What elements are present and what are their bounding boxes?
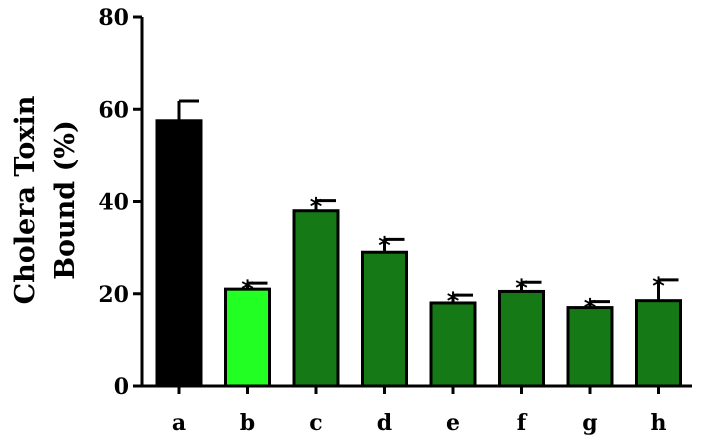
- y-tick-label-80: 80: [98, 5, 129, 31]
- significance-marker-h: *: [652, 272, 665, 300]
- significance-marker-e: *: [447, 287, 460, 315]
- bar-c: [292, 209, 340, 388]
- x-tick-label-a: a: [172, 410, 186, 436]
- bar-h: [635, 299, 682, 388]
- x-tick-label-h: h: [651, 410, 667, 436]
- y-axis-title-line-2: Bound (%): [50, 120, 81, 280]
- y-tick-label-20: 20: [98, 282, 129, 308]
- y-tick-label-0: 0: [114, 374, 129, 400]
- significance-marker-g: *: [584, 294, 597, 322]
- y-tick-label-60: 60: [98, 97, 129, 123]
- bar-d: [361, 250, 408, 388]
- x-tick-label-f: f: [517, 410, 528, 436]
- y-axis-title: Cholera Toxin Bound (%): [10, 95, 81, 304]
- significance-marker-f: *: [515, 274, 528, 302]
- x-tick-label-b: b: [240, 410, 255, 436]
- x-tick-label-g: g: [582, 410, 597, 436]
- y-tick-label-40: 40: [98, 190, 129, 216]
- bar-f: [498, 289, 545, 388]
- bar-b: [224, 287, 271, 388]
- bar-a: [155, 119, 203, 388]
- x-tick-label-c: c: [309, 410, 322, 436]
- x-tick-label-d: d: [377, 410, 392, 436]
- bars-layer: * * * * * * *: [155, 99, 682, 388]
- bar-e: [429, 301, 477, 388]
- significance-marker-d: *: [378, 231, 391, 259]
- significance-marker-b: *: [241, 275, 254, 303]
- axes-layer: a b c d e f g h 0 20 40 60 80: [98, 5, 692, 436]
- x-tick-label-e: e: [446, 410, 460, 436]
- y-axis-title-line-1: Cholera Toxin: [10, 95, 41, 304]
- significance-marker-c: *: [310, 193, 323, 221]
